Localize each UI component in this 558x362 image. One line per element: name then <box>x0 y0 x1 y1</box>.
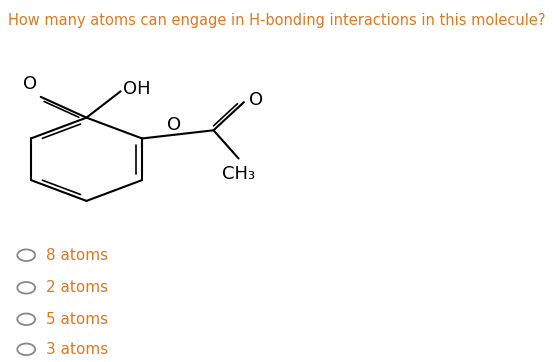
Text: O: O <box>249 91 263 109</box>
Text: 8 atoms: 8 atoms <box>46 248 108 263</box>
Text: 3 atoms: 3 atoms <box>46 342 109 357</box>
Text: 5 atoms: 5 atoms <box>46 312 108 327</box>
Text: O: O <box>167 115 181 134</box>
Text: CH₃: CH₃ <box>222 165 255 183</box>
Text: O: O <box>23 75 37 93</box>
Text: 2 atoms: 2 atoms <box>46 280 108 295</box>
Text: How many atoms can engage in H-bonding interactions in this molecule?: How many atoms can engage in H-bonding i… <box>8 13 546 28</box>
Text: OH: OH <box>123 80 151 98</box>
